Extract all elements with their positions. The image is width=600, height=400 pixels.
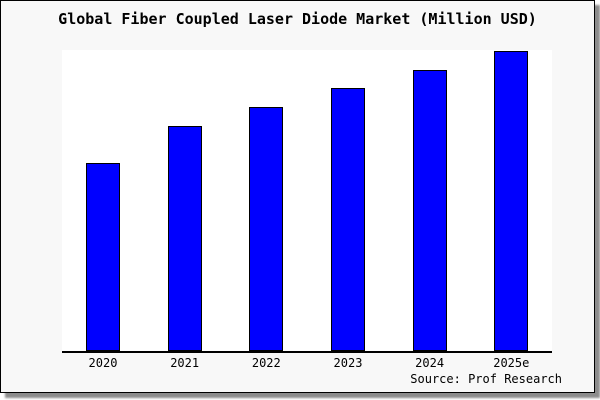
x-axis-labels: 2020 2021 2022 2023 2024 2025e — [62, 356, 552, 370]
x-tick-label-2022: 2022 — [251, 356, 281, 370]
x-tick-label-2021: 2021 — [170, 356, 200, 370]
source-credit: Source: Prof Research — [410, 372, 562, 386]
bar-2023 — [330, 88, 365, 351]
x-tick-label-2025e: 2025e — [493, 356, 530, 370]
x-tick-label-2024: 2024 — [415, 356, 445, 370]
bar-2021 — [167, 126, 202, 351]
bar-2024 — [412, 70, 447, 351]
chart-title: Global Fiber Coupled Laser Diode Market … — [58, 10, 537, 28]
bar-2022 — [249, 107, 284, 351]
bar-2025e — [494, 51, 529, 351]
bar-2020 — [86, 163, 120, 351]
chart-frame: Global Fiber Coupled Laser Diode Market … — [0, 0, 595, 393]
plot-area — [62, 50, 552, 353]
x-tick-label-2020: 2020 — [88, 356, 118, 370]
x-tick-label-2023: 2023 — [333, 356, 363, 370]
